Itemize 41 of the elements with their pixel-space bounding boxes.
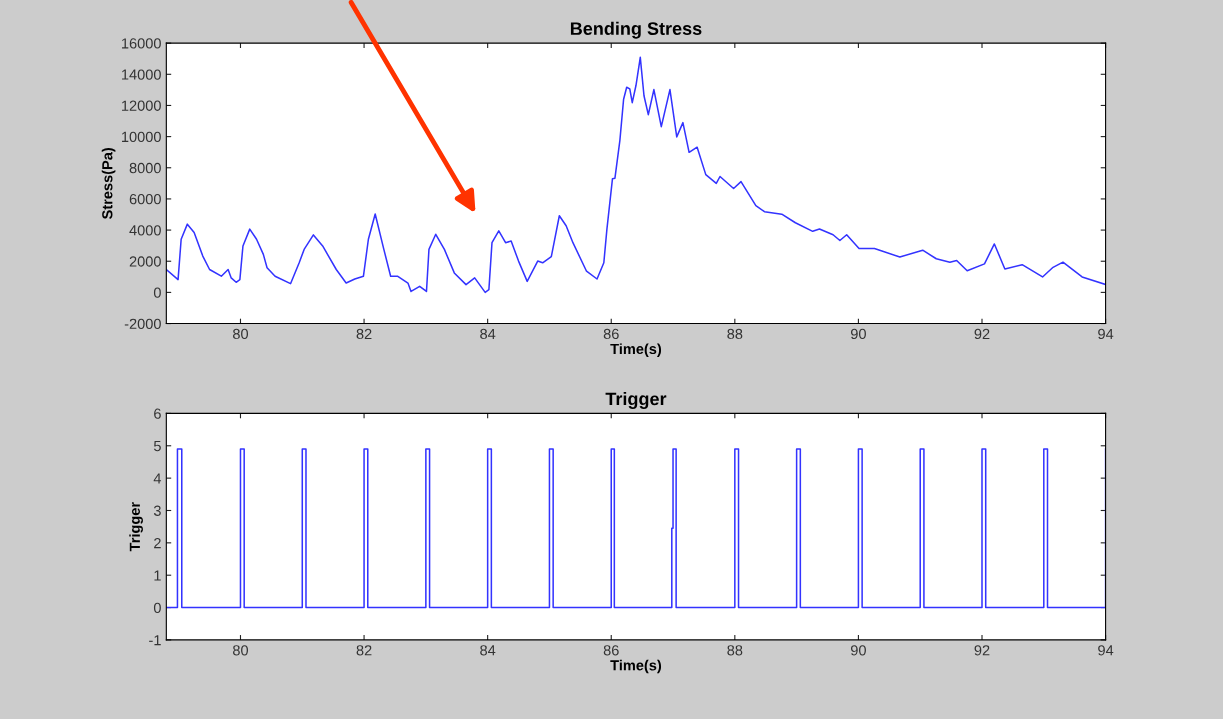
x-tick-label: 90 xyxy=(850,328,866,340)
x-tick-label: 80 xyxy=(233,328,249,340)
x-tick-label: 92 xyxy=(974,328,990,340)
y-tick-label: 5 xyxy=(153,441,161,452)
y-tick-label: 4 xyxy=(153,473,162,484)
x-tick-label: 88 xyxy=(727,328,743,340)
x-tick-label: 82 xyxy=(356,328,372,340)
x-tick-label: 84 xyxy=(480,328,496,340)
x-tick-label: 80 xyxy=(233,645,249,656)
y-tick-label: 2000 xyxy=(129,256,161,267)
y-tick-label: 3 xyxy=(153,505,161,516)
y-tick-label: 12000 xyxy=(122,100,161,111)
x-tick-label: 90 xyxy=(850,645,866,656)
x-tick-label: 86 xyxy=(603,645,619,656)
y-tick-label: 10000 xyxy=(122,131,161,143)
x-tick-label: 82 xyxy=(356,645,372,656)
chart-title: Trigger xyxy=(605,392,667,409)
x-axis-title: Time(s) xyxy=(610,343,662,357)
y-tick-label: 0 xyxy=(153,287,161,298)
y-tick-label: -1 xyxy=(149,635,161,646)
y-tick-label: 14000 xyxy=(122,69,161,80)
x-axis-title: Time(s) xyxy=(610,659,662,674)
line-series xyxy=(166,56,1106,294)
x-tick-label: 92 xyxy=(974,645,990,656)
y-axis-title: Stress(Pa) xyxy=(101,148,116,219)
y-tick-label: 6000 xyxy=(129,194,161,205)
chart-title: Bending Stress xyxy=(570,21,702,39)
x-tick-label: 94 xyxy=(1098,645,1114,656)
y-tick-label: 16000 xyxy=(122,38,161,49)
y-tick-label: 2 xyxy=(154,537,161,549)
x-tick-label: 88 xyxy=(727,645,743,656)
y-tick-label: 0 xyxy=(153,602,161,613)
x-tick-label: 86 xyxy=(603,328,619,340)
y-tick-label: 1 xyxy=(154,570,161,581)
y-tick-label: -2000 xyxy=(124,318,161,329)
x-tick-label: 94 xyxy=(1098,328,1114,340)
y-tick-label: 6 xyxy=(154,408,161,419)
y-tick-label: 8000 xyxy=(129,162,161,174)
x-tick-label: 84 xyxy=(480,645,496,656)
y-axis-title: Trigger xyxy=(129,502,143,552)
y-tick-label: 4000 xyxy=(129,225,161,236)
